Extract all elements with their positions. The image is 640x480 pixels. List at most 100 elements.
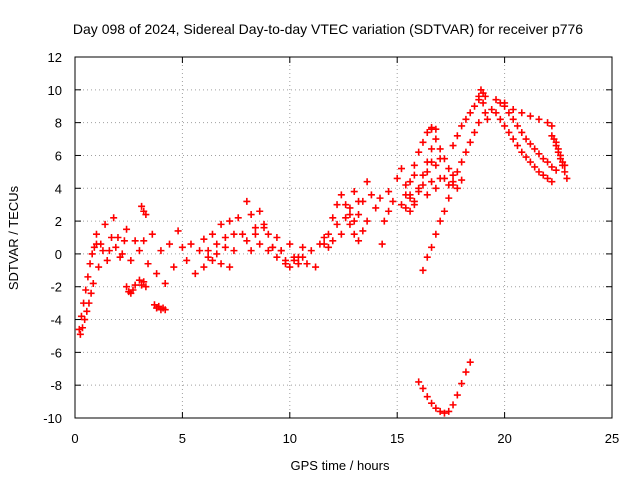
data-point (561, 168, 569, 176)
series-dip-2.5h (123, 281, 139, 297)
data-point (85, 299, 93, 307)
series-early-low (76, 279, 97, 338)
data-point (221, 243, 229, 251)
data-point (488, 106, 496, 114)
data-point (428, 158, 436, 166)
y-tick-label: 12 (48, 50, 62, 65)
series-band-14.5-15.5h (385, 165, 418, 205)
data-point (140, 278, 148, 286)
data-point (466, 138, 474, 146)
data-point (355, 211, 363, 219)
data-point (333, 201, 341, 209)
data-point (440, 207, 448, 215)
data-point (251, 230, 259, 238)
data-point (247, 247, 255, 255)
data-point (453, 391, 461, 399)
data-point (432, 161, 440, 169)
data-point (509, 115, 517, 123)
data-point (561, 161, 569, 169)
data-point (320, 240, 328, 248)
data-point (436, 145, 444, 153)
data-point (415, 188, 423, 196)
data-point (294, 253, 302, 261)
data-point (531, 163, 539, 171)
data-point (423, 168, 431, 176)
data-point (88, 250, 96, 258)
data-point (79, 324, 87, 332)
data-point (535, 168, 543, 176)
data-point (204, 247, 212, 255)
data-point (83, 307, 91, 315)
data-point (196, 247, 204, 255)
data-point (355, 237, 363, 245)
data-point (522, 135, 530, 143)
data-point (286, 263, 294, 271)
data-point (324, 243, 332, 251)
data-point (178, 243, 186, 251)
series-rise-13-14.5h (355, 178, 393, 225)
data-point (535, 115, 543, 123)
data-point (419, 138, 427, 146)
data-point (359, 197, 367, 205)
y-tick-label: -6 (50, 345, 62, 360)
data-point (101, 220, 109, 228)
data-point (226, 263, 234, 271)
data-point (251, 224, 259, 232)
data-point (393, 174, 401, 182)
data-point (142, 283, 150, 291)
data-point (243, 197, 251, 205)
data-point (406, 194, 414, 202)
series-plateau-20-22h (501, 99, 556, 130)
data-point (234, 214, 242, 222)
data-point (513, 122, 521, 130)
data-point (475, 92, 483, 100)
data-point (556, 151, 564, 159)
data-point (256, 207, 264, 215)
data-point (548, 178, 556, 186)
data-point (419, 266, 427, 274)
data-point (505, 128, 513, 136)
plot-frame (74, 56, 613, 419)
data-point (544, 158, 552, 166)
data-point (531, 145, 539, 153)
data-point (554, 145, 562, 153)
data-point (170, 263, 178, 271)
data-point (333, 220, 341, 228)
data-point (138, 202, 146, 210)
data-point (213, 240, 221, 248)
data-point (82, 286, 90, 294)
series-wave-9-10h (264, 230, 302, 268)
data-point (458, 380, 466, 388)
data-point (548, 163, 556, 171)
series-decline-16-17h (428, 125, 457, 179)
data-point (359, 227, 367, 235)
data-point (471, 128, 479, 136)
data-point (428, 145, 436, 153)
data-point (84, 273, 92, 281)
data-point (294, 260, 302, 268)
data-point (501, 122, 509, 130)
series-rise-6-7h (200, 214, 242, 271)
data-point (346, 220, 354, 228)
data-point (320, 234, 328, 241)
data-point (161, 306, 169, 314)
data-point (273, 234, 281, 241)
x-tick-label: 5 (179, 431, 186, 446)
data-point (217, 260, 225, 268)
data-point (522, 153, 530, 161)
data-point (337, 230, 345, 238)
data-point (76, 330, 84, 338)
data-point (509, 135, 517, 143)
data-point (505, 109, 513, 117)
data-point (157, 247, 165, 255)
series-dip-9-10.5h (269, 243, 307, 271)
data-point (273, 253, 281, 261)
data-point (92, 230, 100, 238)
data-point (342, 214, 350, 222)
series-peak-19h (475, 86, 491, 123)
data-point (269, 243, 277, 251)
data-point (342, 201, 350, 209)
data-point (436, 407, 444, 415)
x-tick-label: 10 (283, 431, 297, 446)
data-point (428, 125, 436, 133)
